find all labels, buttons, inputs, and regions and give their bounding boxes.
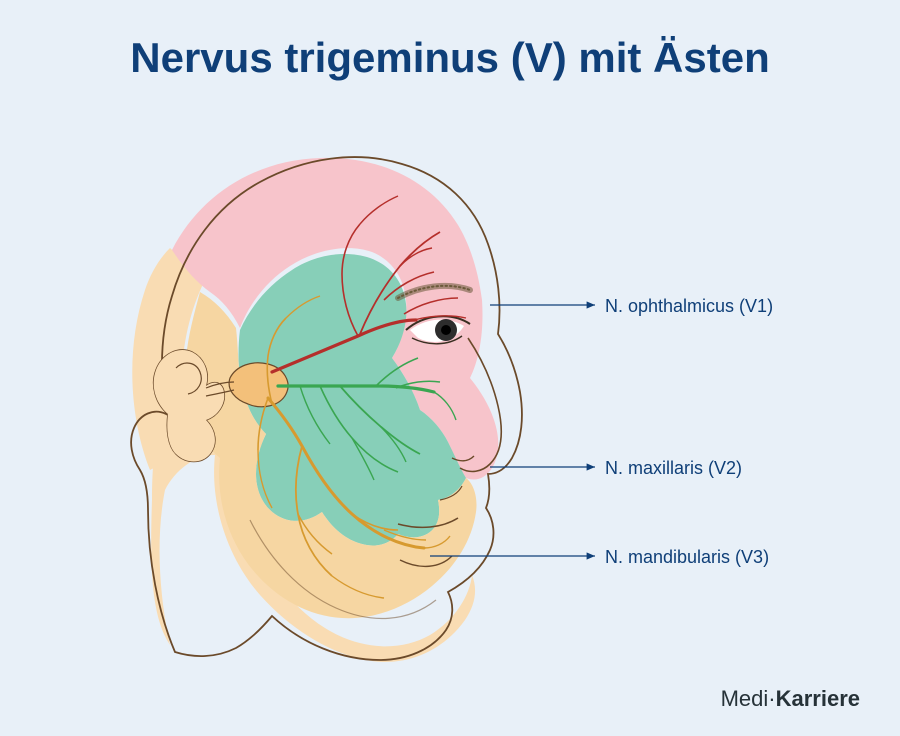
logo-thin: Medi xyxy=(721,686,769,711)
diagram-canvas: Nervus trigeminus (V) mit Ästen N. ophth… xyxy=(0,0,900,736)
brand-logo: Medi·Karriere xyxy=(721,686,860,712)
head-figure xyxy=(0,0,900,736)
label-v3: N. mandibularis (V3) xyxy=(605,547,769,568)
diagram-title: Nervus trigeminus (V) mit Ästen xyxy=(0,34,900,82)
label-v1: N. ophthalmicus (V1) xyxy=(605,296,773,317)
logo-bold: Karriere xyxy=(776,686,860,711)
label-v2: N. maxillaris (V2) xyxy=(605,458,742,479)
logo-dot: · xyxy=(768,686,775,711)
